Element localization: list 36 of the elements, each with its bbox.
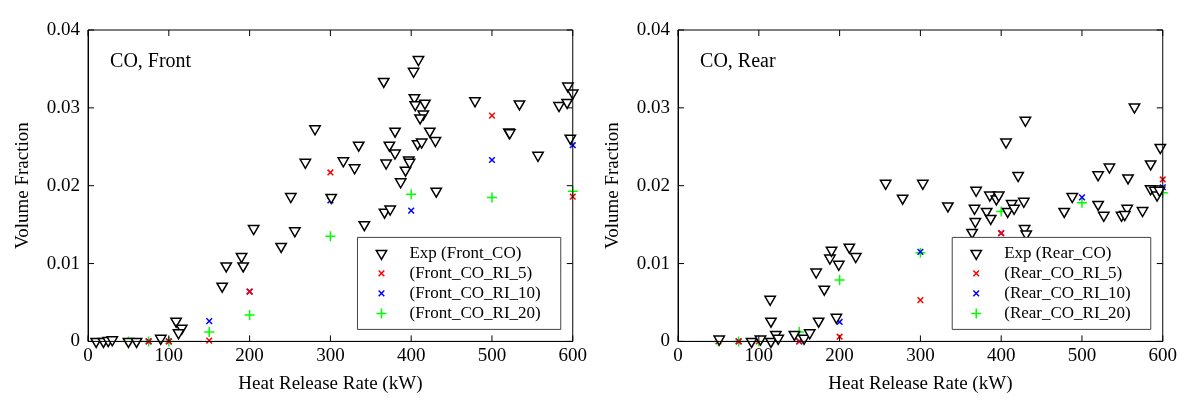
x-tick-label: 300 <box>906 343 935 365</box>
legend-label: (Rear_CO_RI_20) <box>1004 302 1131 322</box>
legend-label: (Front_CO_RI_10) <box>409 282 541 302</box>
legend-label: (Front_CO_RI_5) <box>409 262 533 282</box>
x-tick-label: 100 <box>744 343 774 365</box>
y-tick-label: 0.03 <box>636 95 671 117</box>
x-tick-label: 200 <box>235 343 264 365</box>
x-axis-title: Heat Release Rate (kW) <box>828 371 1013 394</box>
y-tick-label: 0.04 <box>636 17 671 39</box>
x-axis-title: Heat Release Rate (kW) <box>238 371 423 394</box>
x-tick-label: 500 <box>477 343 507 365</box>
y-tick-label: 0.01 <box>636 251 671 273</box>
y-tick-label: 0 <box>660 329 671 351</box>
text: CO, Rear <box>700 49 776 72</box>
y-axis-title: Volume Fraction <box>601 121 623 250</box>
legend-label: Exp (Front_CO) <box>409 242 522 262</box>
y-tick-label: 0.02 <box>636 173 671 195</box>
legend-label: (Rear_CO_RI_5) <box>1004 262 1123 282</box>
y-axis-title: Volume Fraction <box>11 121 33 250</box>
y-tick-label: 0.01 <box>46 251 81 273</box>
y-tick-label: 0.03 <box>46 95 81 117</box>
legend-label: Exp (Rear_CO) <box>1004 242 1112 262</box>
y-tick-label: 0.02 <box>46 173 81 195</box>
x-tick-label: 500 <box>1067 343 1097 365</box>
x-tick-label: 600 <box>558 343 587 365</box>
legend-label: (Front_CO_RI_20) <box>409 302 541 322</box>
y-tick-label: 0.04 <box>46 17 81 39</box>
y-tick-label: 0 <box>70 329 81 351</box>
x-tick-label: 200 <box>825 343 854 365</box>
legend-label: (Rear_CO_RI_10) <box>1004 282 1131 302</box>
x-tick-label: 400 <box>396 343 426 365</box>
x-tick-label: 400 <box>986 343 1016 365</box>
x-tick-label: 100 <box>154 343 184 365</box>
x-tick-label: 300 <box>316 343 345 365</box>
text: CO, Front <box>110 49 192 72</box>
x-tick-label: 600 <box>1148 343 1177 365</box>
